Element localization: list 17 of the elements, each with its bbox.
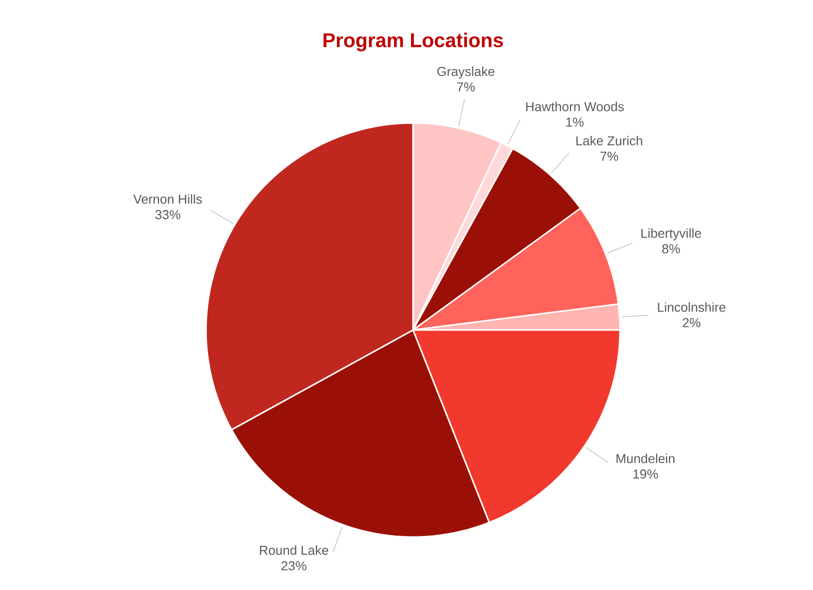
slice-label: Mundelein <box>616 454 674 464</box>
chart-title: Program Locations <box>324 32 503 52</box>
slice-label: Grayslake <box>437 66 494 79</box>
data-label: 7% <box>600 152 618 161</box>
data-label: 19% <box>633 469 658 479</box>
data-label: 2% <box>682 318 700 328</box>
data-label: 33% <box>155 210 180 220</box>
data-label: 7% <box>457 82 475 92</box>
data-label: 23% <box>282 561 306 570</box>
slice-label: Libertyville <box>641 228 701 240</box>
slice-label: Hawthorn Woods <box>526 102 624 112</box>
slice-label: Lincolnshire <box>658 302 726 312</box>
slice-label: Round Lake <box>260 545 328 555</box>
data-label: 1% <box>566 118 584 127</box>
slice-label: Lake Zurich <box>576 136 642 146</box>
slice-label: Vernon Hills <box>133 194 202 204</box>
data-label: 8% <box>662 244 680 254</box>
